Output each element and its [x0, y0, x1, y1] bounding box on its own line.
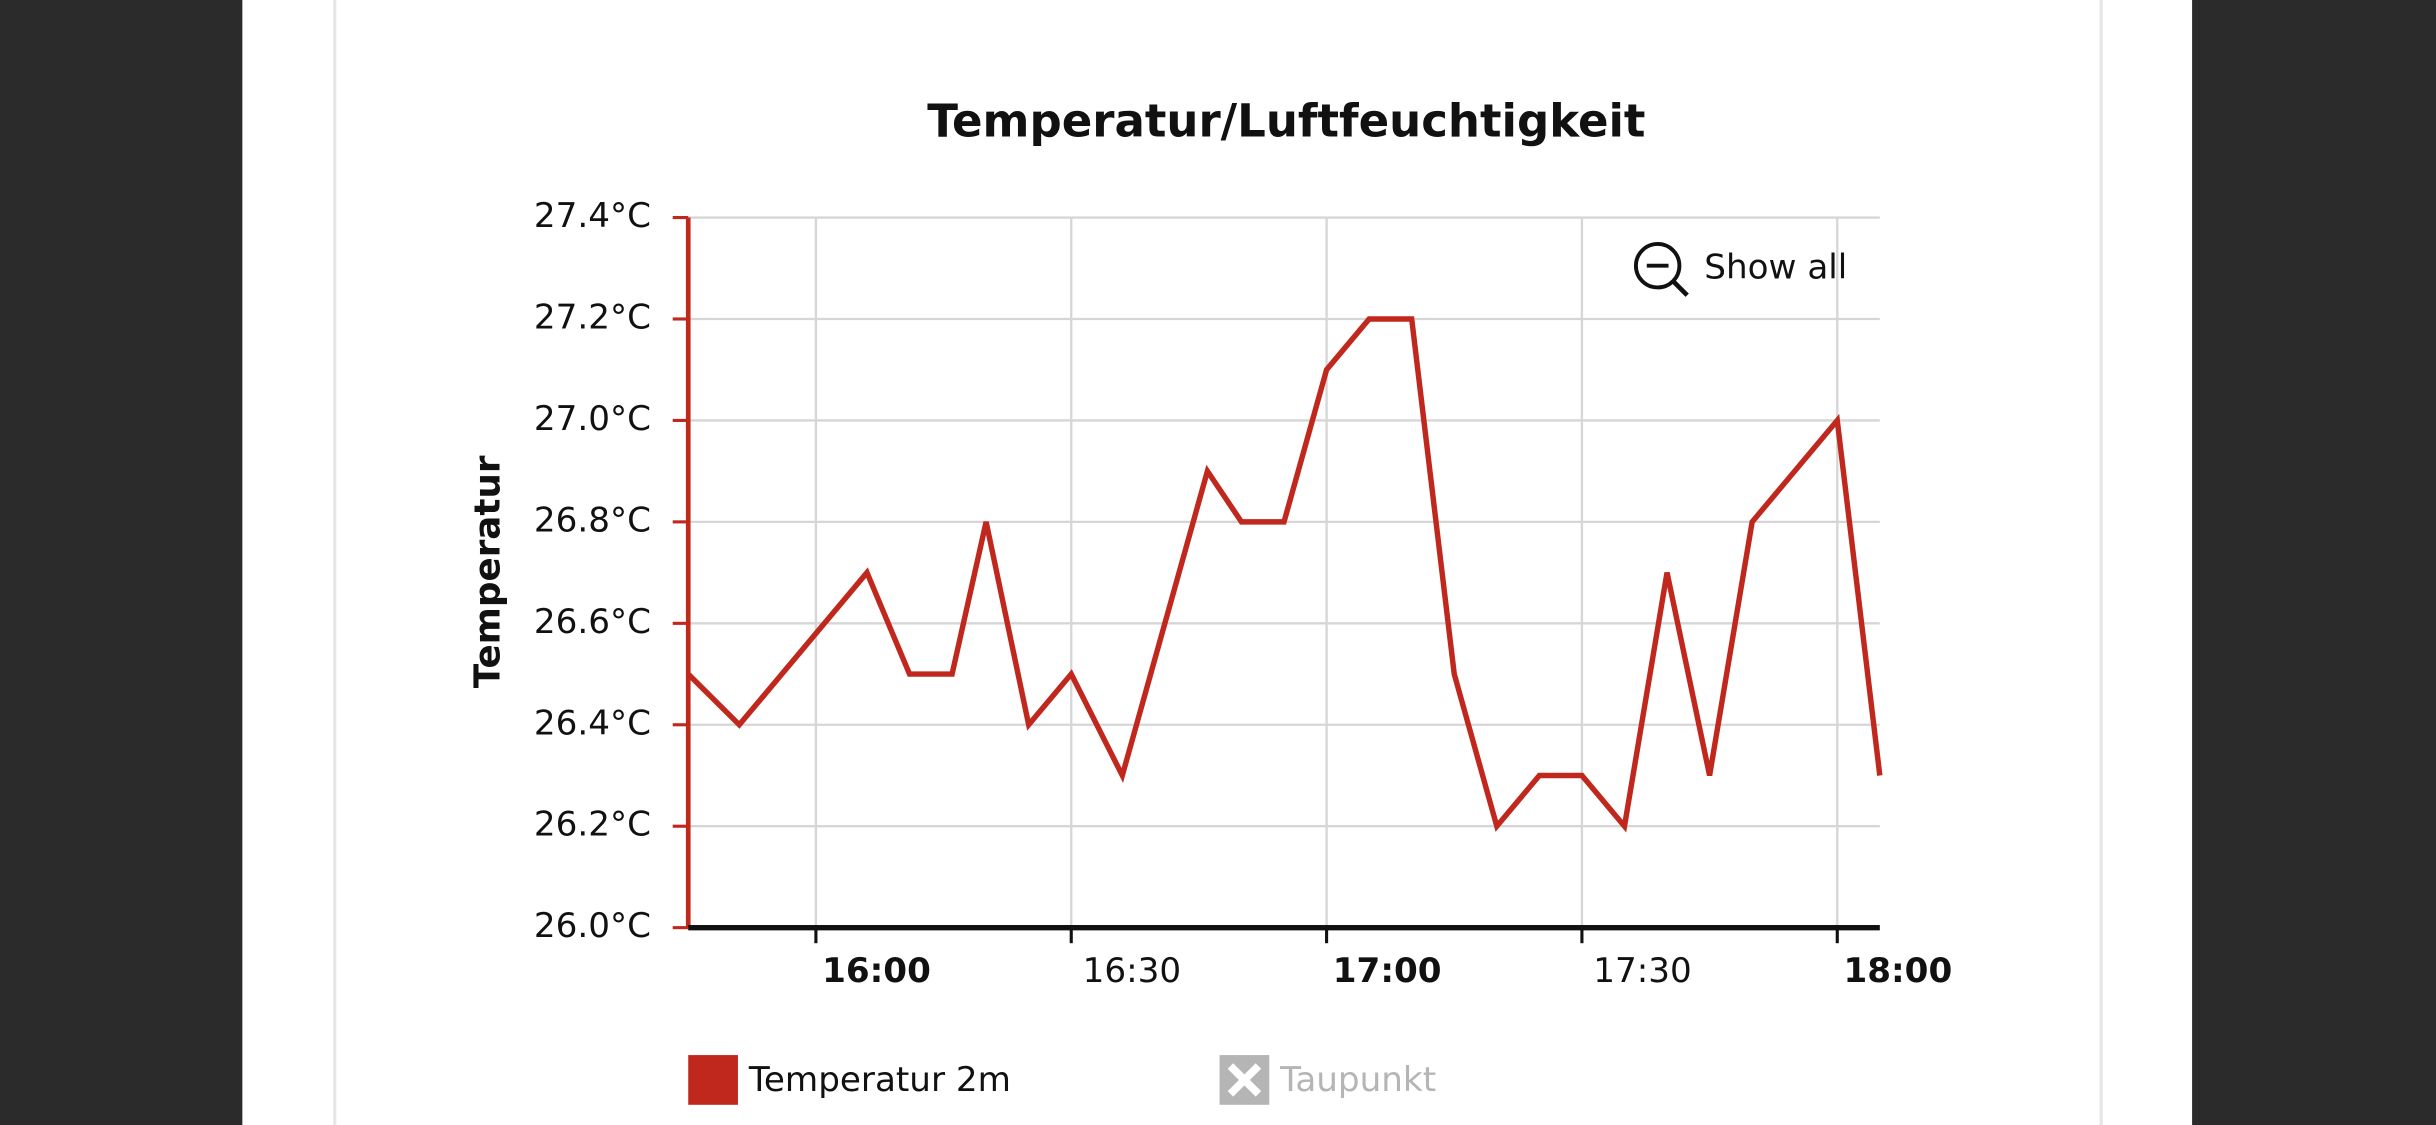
legend-swatch[interactable] [688, 1055, 738, 1105]
reset-zoom-label[interactable]: Show all [1704, 247, 1847, 287]
y-tick-label: 26.6°C [534, 602, 651, 642]
y-tick-label: 26.0°C [534, 906, 651, 946]
x-tick-label: 18:00 [1843, 951, 1952, 991]
y-tick-label: 26.2°C [534, 805, 651, 845]
y-tick-label: 27.2°C [534, 297, 651, 337]
x-tick-label: 17:30 [1593, 951, 1691, 991]
chart-title: Temperatur/Luftfeuchtigkeit [927, 94, 1645, 147]
x-tick-label: 16:30 [1083, 951, 1181, 991]
legend-hidden-icon[interactable] [1227, 1063, 1262, 1097]
panel [242, 0, 2193, 1125]
y-tick-label: 27.0°C [534, 399, 651, 439]
series-line [686, 316, 1883, 833]
zoom-icon [1633, 242, 1682, 290]
y-tick-label: 26.4°C [534, 703, 651, 743]
x-tick-label: 16:00 [822, 951, 931, 991]
reset-zoom-button[interactable]: Show all [1633, 242, 1847, 297]
zoom-icon [1671, 279, 1689, 297]
y-axis-label: Temperatur [467, 455, 508, 688]
legend-label[interactable]: Taupunkt [1279, 1060, 1436, 1100]
y-tick-label: 27.4°C [534, 196, 651, 236]
x-tick-label: 17:00 [1333, 951, 1442, 991]
y-tick-label: 26.8°C [534, 500, 651, 540]
legend-label[interactable]: Temperatur 2m [748, 1060, 1011, 1100]
